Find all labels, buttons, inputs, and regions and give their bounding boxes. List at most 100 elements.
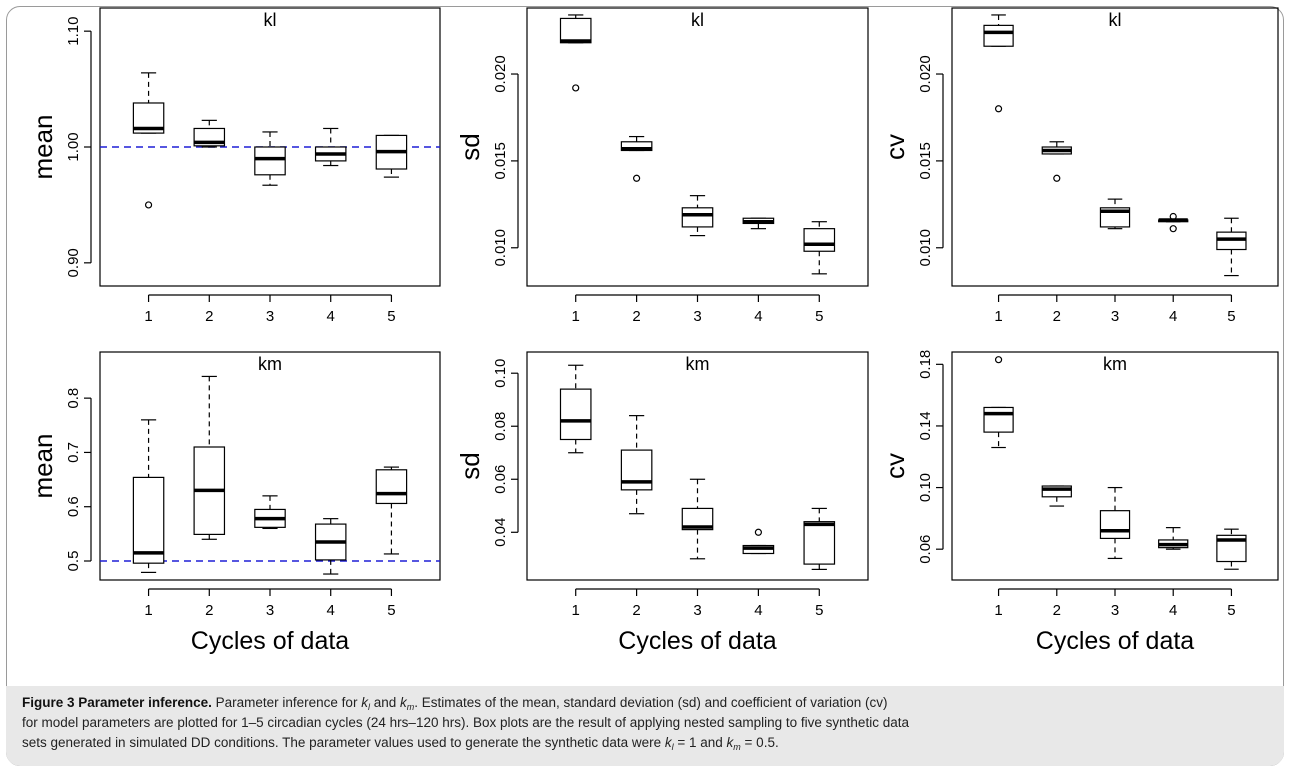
x-tick-label: 2	[205, 602, 213, 619]
plot-frame	[526, 351, 869, 581]
panel-title: km	[686, 354, 710, 374]
box-4	[742, 217, 775, 230]
box-5	[803, 221, 836, 275]
box-3	[681, 478, 714, 560]
outlier-point	[1053, 174, 1061, 182]
box-5	[1216, 528, 1247, 570]
y-tick-label: 0.010	[492, 229, 509, 267]
panel-title: km	[1103, 354, 1127, 374]
caption-km-symbol-2: k	[726, 735, 734, 750]
x-tick-label: 1	[144, 308, 152, 325]
y-tick-label: 0.06	[917, 535, 934, 564]
x-tick-label: 1	[144, 602, 152, 619]
y-tick-label: 0.7	[65, 442, 82, 463]
y-tick-label: 0.010	[917, 229, 934, 267]
caption-kl-sub-2: l	[671, 742, 674, 752]
x-tick-label: 5	[815, 602, 823, 619]
x-tick-label: 3	[1111, 602, 1119, 619]
box-iqr	[254, 146, 286, 176]
panel-3: 1 2 3 4 5 0.010 0.015 0.020 cv kl	[880, 7, 1279, 325]
outlier-point	[994, 356, 1003, 364]
x-tick-label: 2	[632, 308, 640, 325]
y-tick-label: 0.015	[917, 142, 934, 180]
x-tick-label: 2	[1053, 602, 1061, 619]
x-tick-label: 1	[994, 308, 1002, 325]
y-tick-label: 0.18	[917, 350, 934, 379]
outlier-point	[994, 105, 1003, 113]
panel-4: 1 2 3 4 5 0.5 0.6 0.7 0.8 mean km Cycles of data	[28, 351, 441, 655]
outlier-point	[754, 528, 762, 536]
caption-km-sub-2: m	[733, 742, 741, 752]
x-tick-label: 5	[387, 602, 395, 619]
caption-line-3: sets generated in simulated DD condition…	[22, 733, 1270, 753]
box-4	[1158, 212, 1189, 233]
box-4	[742, 528, 775, 555]
y-axis-label: cv	[880, 134, 910, 160]
caption-kl-sub: l	[367, 702, 370, 712]
y-axis-label: mean	[28, 433, 58, 498]
outlier-point	[633, 174, 641, 182]
x-tick-label: 3	[1111, 308, 1119, 325]
box-iqr	[1041, 485, 1072, 498]
x-tick-label: 3	[266, 602, 274, 619]
y-tick-label: 1.10	[65, 17, 82, 46]
x-tick-label: 1	[994, 602, 1002, 619]
caption-line-2: for model parameters are plotted for 1–5…	[22, 715, 909, 730]
box-iqr	[620, 449, 653, 491]
panel-title: km	[258, 354, 282, 374]
x-tick-label: 1	[572, 308, 580, 325]
x-tick-label: 5	[815, 308, 823, 325]
caption-text-1: Parameter inference for	[215, 695, 362, 710]
box-iqr	[375, 469, 408, 505]
y-tick-label: 0.06	[492, 465, 509, 494]
x-tick-label: 1	[572, 602, 580, 619]
plot-frame	[526, 7, 869, 287]
x-tick-label: 4	[327, 602, 335, 619]
panel-1: 1 2 3 4 5 0.90 1.00 1.10 mean kl	[28, 7, 441, 325]
outlier-point	[1169, 225, 1177, 233]
box-5	[803, 507, 836, 570]
x-tick-label: 3	[693, 602, 701, 619]
caption-eq-1: = 1 and	[673, 735, 727, 750]
x-tick-label: 4	[754, 308, 762, 325]
box-1	[132, 419, 165, 574]
panel-title: kl	[1109, 10, 1122, 30]
x-tick-label: 4	[327, 308, 335, 325]
panel-2: 1 2 3 4 5 0.010 0.015 0.020 sd kl	[455, 7, 869, 325]
panel-6: 1 2 3 4 5 0.06 0.10 0.14 0.18 cv km Cycles of data	[880, 350, 1279, 655]
box-1	[559, 364, 592, 454]
x-axis-label: Cycles of data	[618, 627, 777, 655]
x-tick-label: 2	[632, 602, 640, 619]
caption-text-3: . Estimates of the mean, standard deviat…	[414, 695, 888, 710]
caption-line-1: Figure 3 Parameter inference. Parameter …	[22, 693, 1270, 713]
box-5	[375, 466, 408, 555]
y-tick-label: 0.015	[492, 142, 509, 180]
panel-title: kl	[691, 10, 704, 30]
x-tick-label: 4	[1169, 308, 1177, 325]
caption-eq-2: = 0.5.	[740, 735, 779, 750]
box-3	[254, 495, 286, 530]
y-tick-label: 0.5	[65, 551, 82, 572]
box-iqr	[681, 507, 714, 531]
box-3	[1099, 486, 1131, 560]
y-tick-label: 0.90	[65, 248, 82, 277]
box-4	[314, 127, 347, 167]
panel-5: 1 2 3 4 5 0.04 0.06 0.08 0.10 sd km Cycles of data	[455, 351, 869, 655]
caption-label: Figure 3	[22, 695, 75, 710]
box-iqr	[983, 406, 1014, 433]
y-tick-label: 0.14	[917, 411, 934, 440]
box-1	[983, 14, 1014, 113]
box-iqr	[681, 207, 714, 228]
box-2	[620, 415, 653, 515]
figure-caption: Figure 3 Parameter inference. Parameter …	[6, 686, 1284, 766]
box-3	[1099, 198, 1131, 230]
y-tick-label: 1.00	[65, 132, 82, 161]
box-5	[1216, 217, 1247, 277]
x-tick-label: 2	[1053, 308, 1061, 325]
box-2	[193, 375, 226, 540]
y-axis-label: cv	[880, 453, 910, 479]
x-axis-label: Cycles of data	[191, 627, 350, 655]
caption-text-2: and	[369, 695, 400, 710]
y-axis-label: sd	[455, 452, 485, 479]
y-axis-label: sd	[455, 133, 485, 160]
